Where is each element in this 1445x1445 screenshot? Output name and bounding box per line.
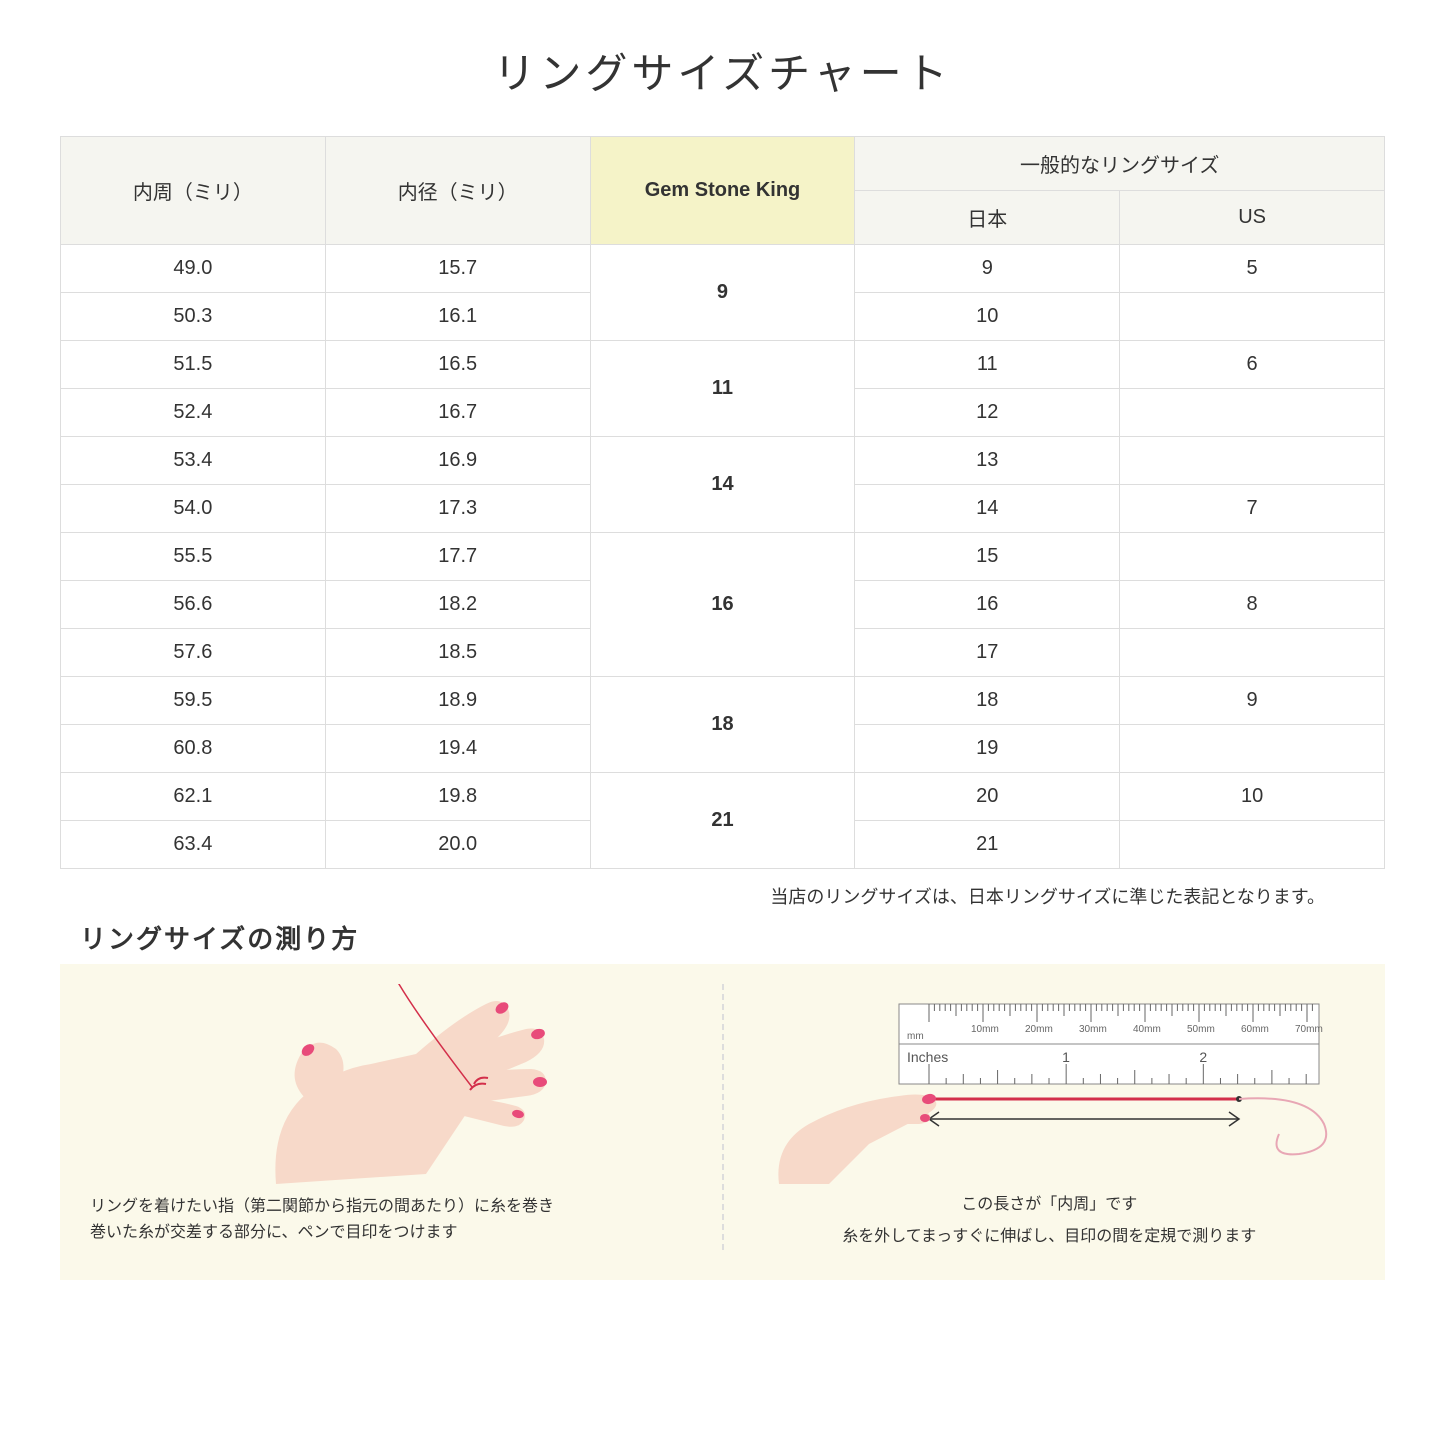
cell-us: 9 <box>1120 677 1385 725</box>
cell-japan: 15 <box>855 533 1120 581</box>
ruler-measure-illustration: 10mm 20mm 30mm 40mm 50mm 60mm 70mm mm Inches 1… <box>769 984 1329 1184</box>
cell-japan: 10 <box>855 293 1120 341</box>
cell-diameter: 18.9 <box>325 677 590 725</box>
table-row: 59.518.918189 <box>61 677 1385 725</box>
cell-circumference: 63.4 <box>61 821 326 869</box>
cell-us <box>1120 437 1385 485</box>
cell-japan: 17 <box>855 629 1120 677</box>
cell-diameter: 18.5 <box>325 629 590 677</box>
cell-us <box>1120 293 1385 341</box>
cell-circumference: 54.0 <box>61 485 326 533</box>
cell-circumference: 57.6 <box>61 629 326 677</box>
table-row: 53.416.91413 <box>61 437 1385 485</box>
cell-circumference: 50.3 <box>61 293 326 341</box>
cell-japan: 19 <box>855 725 1120 773</box>
th-japan: 日本 <box>855 191 1120 245</box>
instructions-panel: リングを着けたい指（第二関節から指元の間あたり）に糸を巻き 巻いた糸が交差する部… <box>60 964 1385 1280</box>
svg-text:Inches: Inches <box>907 1049 948 1065</box>
cell-us <box>1120 725 1385 773</box>
size-chart-table: 内周（ミリ） 内径（ミリ） Gem Stone King 一般的なリングサイズ … <box>60 136 1385 869</box>
note-text: 当店のリングサイズは、日本リングサイズに準じた表記となります。 <box>60 883 1325 909</box>
cell-gsk: 14 <box>590 437 855 533</box>
table-row: 55.517.71615 <box>61 533 1385 581</box>
svg-text:2: 2 <box>1200 1049 1208 1065</box>
svg-text:30mm: 30mm <box>1079 1024 1107 1035</box>
svg-text:10mm: 10mm <box>971 1024 999 1035</box>
cell-japan: 11 <box>855 341 1120 389</box>
cell-diameter: 15.7 <box>325 245 590 293</box>
cell-gsk: 16 <box>590 533 855 677</box>
instruction-step-2: 10mm 20mm 30mm 40mm 50mm 60mm 70mm mm Inches 1… <box>722 984 1356 1250</box>
cell-circumference: 51.5 <box>61 341 326 389</box>
cell-circumference: 53.4 <box>61 437 326 485</box>
cell-japan: 21 <box>855 821 1120 869</box>
cell-circumference: 56.6 <box>61 581 326 629</box>
svg-text:20mm: 20mm <box>1025 1024 1053 1035</box>
cell-japan: 14 <box>855 485 1120 533</box>
instruction-step-1: リングを着けたい指（第二関節から指元の間あたり）に糸を巻き 巻いた糸が交差する部… <box>90 984 722 1250</box>
cell-japan: 9 <box>855 245 1120 293</box>
cell-us <box>1120 533 1385 581</box>
cell-japan: 12 <box>855 389 1120 437</box>
step2-caption: 糸を外してまっすぐに伸ばし、目印の間を定規で測ります <box>744 1224 1356 1250</box>
cell-gsk: 11 <box>590 341 855 437</box>
cell-diameter: 17.3 <box>325 485 590 533</box>
instructions-title: リングサイズの測り方 <box>80 919 1385 956</box>
step1-caption: リングを着けたい指（第二関節から指元の間あたり）に糸を巻き 巻いた糸が交差する部… <box>90 1194 702 1245</box>
cell-us: 7 <box>1120 485 1385 533</box>
cell-diameter: 17.7 <box>325 533 590 581</box>
cell-circumference: 59.5 <box>61 677 326 725</box>
cell-us <box>1120 629 1385 677</box>
svg-text:50mm: 50mm <box>1187 1024 1215 1035</box>
cell-circumference: 49.0 <box>61 245 326 293</box>
svg-text:1: 1 <box>1062 1049 1070 1065</box>
cell-circumference: 60.8 <box>61 725 326 773</box>
length-label: この長さが「内周」です <box>744 1190 1356 1214</box>
th-diameter: 内径（ミリ） <box>325 137 590 245</box>
cell-us: 5 <box>1120 245 1385 293</box>
table-row: 49.015.7995 <box>61 245 1385 293</box>
th-us: US <box>1120 191 1385 245</box>
cell-us: 8 <box>1120 581 1385 629</box>
svg-text:40mm: 40mm <box>1133 1024 1161 1035</box>
cell-japan: 16 <box>855 581 1120 629</box>
cell-diameter: 19.8 <box>325 773 590 821</box>
cell-japan: 20 <box>855 773 1120 821</box>
th-general-group: 一般的なリングサイズ <box>855 137 1385 191</box>
cell-us <box>1120 821 1385 869</box>
cell-circumference: 52.4 <box>61 389 326 437</box>
cell-us <box>1120 389 1385 437</box>
cell-diameter: 16.7 <box>325 389 590 437</box>
cell-circumference: 62.1 <box>61 773 326 821</box>
cell-diameter: 16.1 <box>325 293 590 341</box>
cell-diameter: 19.4 <box>325 725 590 773</box>
table-row: 62.119.8212010 <box>61 773 1385 821</box>
cell-diameter: 18.2 <box>325 581 590 629</box>
table-row: 51.516.511116 <box>61 341 1385 389</box>
cell-us: 6 <box>1120 341 1385 389</box>
svg-text:70mm: 70mm <box>1295 1024 1323 1035</box>
th-circumference: 内周（ミリ） <box>61 137 326 245</box>
cell-gsk: 21 <box>590 773 855 869</box>
cell-japan: 13 <box>855 437 1120 485</box>
cell-diameter: 16.9 <box>325 437 590 485</box>
cell-diameter: 16.5 <box>325 341 590 389</box>
cell-gsk: 18 <box>590 677 855 773</box>
cell-diameter: 20.0 <box>325 821 590 869</box>
svg-text:mm: mm <box>907 1031 924 1042</box>
svg-text:60mm: 60mm <box>1241 1024 1269 1035</box>
cell-us: 10 <box>1120 773 1385 821</box>
th-gsk: Gem Stone King <box>590 137 855 245</box>
cell-circumference: 55.5 <box>61 533 326 581</box>
cell-gsk: 9 <box>590 245 855 341</box>
page-title: リングサイズチャート <box>60 40 1385 101</box>
cell-japan: 18 <box>855 677 1120 725</box>
hand-wrap-illustration <box>216 984 576 1184</box>
